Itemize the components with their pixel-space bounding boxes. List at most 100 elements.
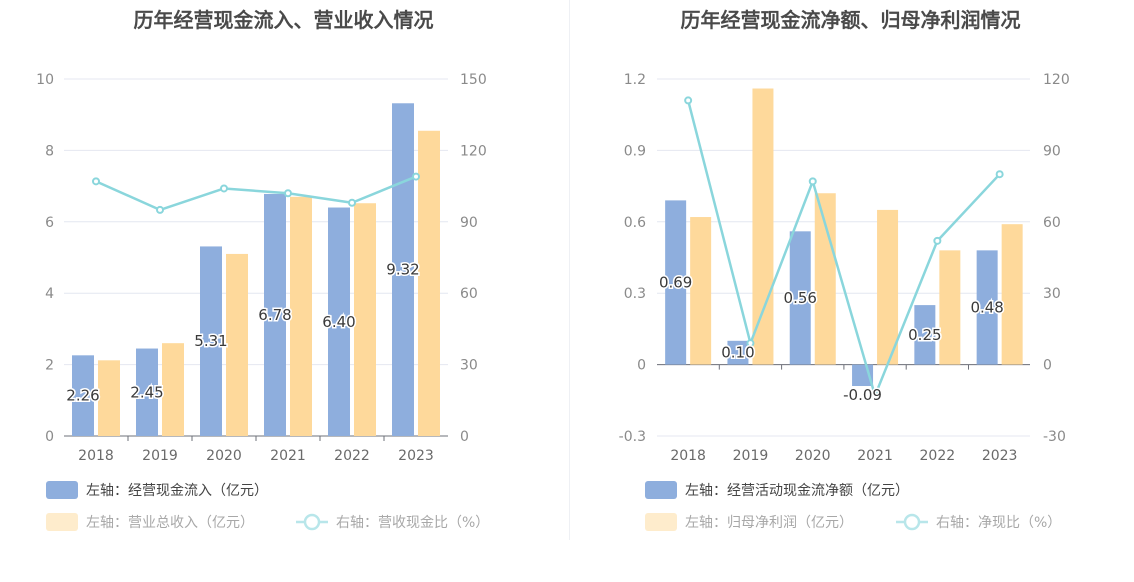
line-point — [348, 198, 356, 207]
left-axis-tick-label: 0.6 — [624, 215, 646, 231]
legend-marker — [903, 513, 921, 531]
bar-series-2 — [939, 250, 961, 365]
right-axis-tick-label: 30 — [1043, 286, 1061, 302]
x-axis-category-label: 2023 — [982, 448, 1018, 464]
x-axis-category-label: 2022 — [334, 448, 370, 464]
left-axis-tick-label: 8 — [45, 143, 54, 159]
bar-data-label: 6.40 — [322, 313, 355, 331]
bar-data-label: 0.48 — [970, 298, 1003, 316]
bar-series-1 — [789, 231, 811, 365]
bar-series-2 — [354, 203, 376, 436]
right-axis-tick-label: 60 — [1043, 215, 1061, 231]
chart-body: 0 2 4 6 8 10 0 30 60 90 120 150 2018 2019 2020 2021 2022… — [36, 72, 489, 531]
left-axis-tick-label: 1.2 — [624, 72, 646, 88]
right-axis-tick-label: 60 — [460, 286, 478, 302]
bar-series-2 — [814, 193, 836, 365]
legend-swatch — [46, 513, 78, 531]
bar-series-1 — [72, 355, 94, 436]
line-point — [684, 96, 693, 105]
right-axis-tick-label: 0 — [1043, 358, 1052, 374]
bar-series-1 — [665, 200, 687, 365]
bar-series-2 — [690, 217, 712, 365]
left-axis-tick-label: 0.3 — [624, 286, 646, 302]
left-axis-tick-label: 2 — [45, 358, 54, 374]
bar-series-2 — [1001, 224, 1023, 365]
bar-series-2 — [877, 209, 899, 365]
line-series — [686, 100, 1001, 397]
legend-label: 左轴：归母净利润（亿元） — [685, 514, 853, 531]
bar-data-label: 2.45 — [130, 383, 163, 401]
x-axis-category-label: 2023 — [398, 448, 434, 464]
panel-divider — [569, 0, 570, 540]
right-axis-tick-label: 90 — [1043, 143, 1061, 159]
line-point — [156, 205, 164, 214]
x-axis-category-label: 2021 — [857, 448, 893, 464]
line-point — [220, 184, 228, 193]
x-axis-category-label: 2022 — [920, 448, 956, 464]
bar-series-1 — [136, 348, 158, 436]
bar-data-label: 0.69 — [659, 273, 692, 291]
right-axis-tick-label: -30 — [1043, 429, 1066, 445]
chart-title: 历年经营现金流净额、归母净利润情况 — [680, 8, 1021, 32]
bar-series-1 — [392, 103, 414, 436]
line-point — [412, 172, 420, 181]
x-axis-category-label: 2019 — [142, 448, 178, 464]
chart-title: 历年经营现金流入、营业收入情况 — [133, 8, 434, 32]
line-point — [871, 391, 880, 400]
left-axis-tick-label: 4 — [45, 286, 54, 302]
bar-data-label: 6.78 — [258, 306, 291, 324]
right-axis-tick-label: 150 — [460, 72, 487, 88]
left-axis-tick-label: 0 — [45, 429, 54, 445]
legend-marker — [303, 513, 321, 531]
bar-series-2 — [290, 196, 312, 436]
chart-panel-cash-inflow-revenue: 历年经营现金流入、营业收入情况 0 2 4 6 8 10 0 30 60 90 120 150 2018… — [36, 8, 489, 531]
bar-series-1 — [914, 305, 936, 365]
bar-series-1 — [727, 340, 749, 365]
chart-cash-inflow-revenue: 0 2 4 6 8 10 0 30 60 90 120 150 2018 2019 2020 2021 2022… — [36, 72, 489, 531]
left-axis-tick-label: 0 — [637, 358, 646, 374]
bar-series-1 — [976, 250, 998, 365]
legend-swatch — [46, 481, 78, 499]
right-axis-tick-label: 120 — [1043, 72, 1070, 88]
line-point — [808, 177, 817, 186]
legend-swatch — [645, 481, 677, 499]
left-axis-tick-label: 0.9 — [624, 143, 646, 159]
legend-label: 左轴：经营现金流入（亿元） — [86, 483, 268, 499]
x-axis-category-label: 2018 — [78, 448, 114, 464]
bar-data-label: 0.10 — [721, 344, 754, 362]
bar-series-1 — [328, 207, 350, 436]
x-axis-category-label: 2020 — [795, 448, 831, 464]
left-axis-tick-label: 6 — [45, 215, 54, 231]
legend-label: 右轴：营收现金比（%） — [336, 515, 489, 531]
x-axis-category-label: 2021 — [270, 448, 306, 464]
line-point — [92, 177, 100, 186]
bar-series-2 — [162, 343, 184, 436]
chart-net-cash-profit: -0.3 0 0.3 0.6 0.9 1.2 -30 0 30 60 90 120 2018 2019 20… — [619, 72, 1070, 531]
x-axis-category-label: 2018 — [670, 448, 706, 464]
line-point — [995, 170, 1004, 179]
chart-body: -0.3 0 0.3 0.6 0.9 1.2 -30 0 30 60 90 120 2018 2019 20… — [619, 72, 1070, 531]
bar-data-label: -0.09 — [843, 386, 882, 404]
chart-panel-net-cash-profit: 历年经营现金流净额、归母净利润情况 -0.3 0 0.3 0.6 0.9 1.2 -30 0 3… — [567, 0, 1134, 582]
bar-data-label: 0.25 — [908, 326, 941, 344]
left-axis-tick-label: -0.3 — [619, 429, 646, 445]
bar-data-label: 2.26 — [66, 387, 99, 405]
line-series — [95, 175, 417, 212]
left-axis-tick-label: 10 — [36, 72, 54, 88]
line-point — [284, 189, 292, 198]
right-axis-tick-label: 90 — [460, 215, 478, 231]
right-axis-tick-label: 120 — [460, 143, 487, 159]
right-axis-tick-label: 0 — [460, 429, 469, 445]
bar-series-2 — [226, 253, 248, 436]
legend-label: 左轴：营业总收入（亿元） — [86, 515, 254, 531]
bar-data-label: 5.31 — [194, 332, 227, 350]
bar-data-label: 9.32 — [386, 261, 419, 279]
line-point — [933, 236, 942, 245]
x-axis-category-label: 2019 — [733, 448, 769, 464]
bar-series-2 — [98, 360, 120, 436]
legend-swatch — [645, 513, 677, 531]
bar-series-2 — [752, 88, 774, 365]
line-point — [746, 339, 755, 348]
legend-label: 左轴：经营活动现金流净额（亿元） — [685, 483, 909, 499]
x-axis-category-label: 2020 — [206, 448, 242, 464]
